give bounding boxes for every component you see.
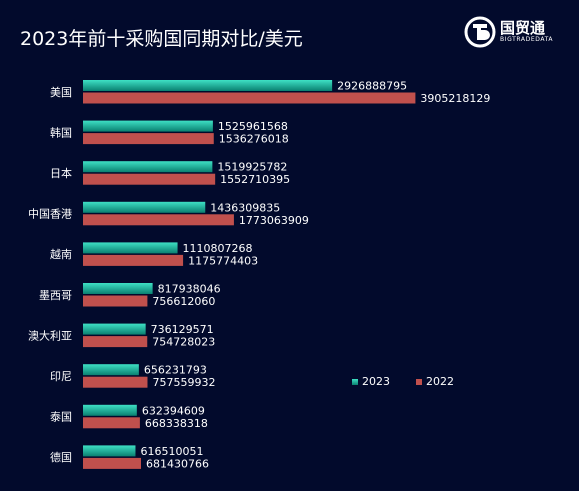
category-label: 印尼 bbox=[50, 370, 72, 383]
chart-title: 2023年前十采购国同期对比/美元 bbox=[20, 28, 303, 50]
category-label: 中国香港 bbox=[28, 208, 72, 221]
bar-2022 bbox=[83, 173, 216, 185]
category-label: 美国 bbox=[50, 86, 72, 99]
data-label-2022: 756612060 bbox=[152, 295, 215, 308]
bar-2023 bbox=[83, 161, 213, 173]
bar-2022 bbox=[83, 295, 148, 307]
data-label-2023: 1110807268 bbox=[183, 242, 253, 255]
data-label-2022: 681430766 bbox=[146, 457, 209, 470]
bar-2023 bbox=[83, 445, 136, 457]
bar-2022 bbox=[83, 254, 184, 266]
bar-2022 bbox=[83, 214, 234, 226]
data-label-2022: 3905218129 bbox=[420, 92, 490, 105]
bar-2022 bbox=[83, 457, 142, 469]
category-label: 墨西哥 bbox=[39, 289, 72, 302]
bar-2022 bbox=[83, 376, 148, 388]
bar-2023 bbox=[83, 120, 213, 132]
logo-subtitle: BIGTRADEDATA bbox=[500, 36, 554, 43]
bar-2023 bbox=[83, 283, 153, 294]
bar-2022 bbox=[83, 336, 148, 348]
category-label: 韩国 bbox=[50, 125, 72, 139]
category-label: 澳大利亚 bbox=[28, 328, 72, 342]
data-label-2023: 736129571 bbox=[151, 323, 214, 336]
data-label-2023: 656231793 bbox=[144, 364, 207, 377]
data-label-2022: 757559932 bbox=[152, 376, 215, 389]
bar-2023 bbox=[83, 242, 178, 254]
bar-2023 bbox=[83, 404, 137, 416]
data-label-2022: 1552710395 bbox=[220, 173, 290, 186]
bar-2023 bbox=[83, 201, 206, 213]
data-label-2023: 1525961568 bbox=[218, 120, 288, 133]
data-label-2022: 1175774403 bbox=[188, 254, 258, 267]
category-label: 德国 bbox=[50, 450, 72, 464]
brand-logo: 国贸通 BIGTRADEDATA bbox=[464, 14, 564, 50]
legend-swatch-2023 bbox=[352, 379, 358, 385]
logo-name: 国贸通 bbox=[500, 19, 546, 37]
data-label-2022: 668338318 bbox=[145, 417, 208, 430]
category-label: 泰国 bbox=[50, 410, 72, 424]
bar-2022 bbox=[83, 92, 416, 104]
bar-2023 bbox=[83, 364, 139, 376]
legend-label-2023: 2023 bbox=[362, 375, 390, 388]
data-label-2023: 616510051 bbox=[140, 445, 203, 458]
category-label: 日本 bbox=[50, 166, 72, 180]
bar-2023 bbox=[83, 323, 146, 335]
legend-swatch-2022 bbox=[416, 379, 422, 385]
data-label-2023: 2926888795 bbox=[337, 80, 407, 93]
bar-2023 bbox=[83, 80, 333, 91]
bigtradedata-logo-icon bbox=[464, 16, 496, 48]
data-label-2023: 817938046 bbox=[158, 283, 221, 296]
data-label-2022: 754728023 bbox=[152, 336, 215, 349]
data-label-2023: 1436309835 bbox=[210, 201, 280, 214]
data-label-2022: 1536276018 bbox=[219, 133, 289, 146]
data-label-2023: 632394609 bbox=[142, 404, 205, 417]
bar-2022 bbox=[83, 133, 214, 145]
legend-label-2022: 2022 bbox=[426, 375, 454, 388]
data-label-2023: 1519925782 bbox=[217, 161, 287, 174]
data-label-2022: 1773063909 bbox=[239, 214, 309, 227]
bar-2022 bbox=[83, 417, 140, 429]
category-label: 越南 bbox=[50, 247, 72, 261]
